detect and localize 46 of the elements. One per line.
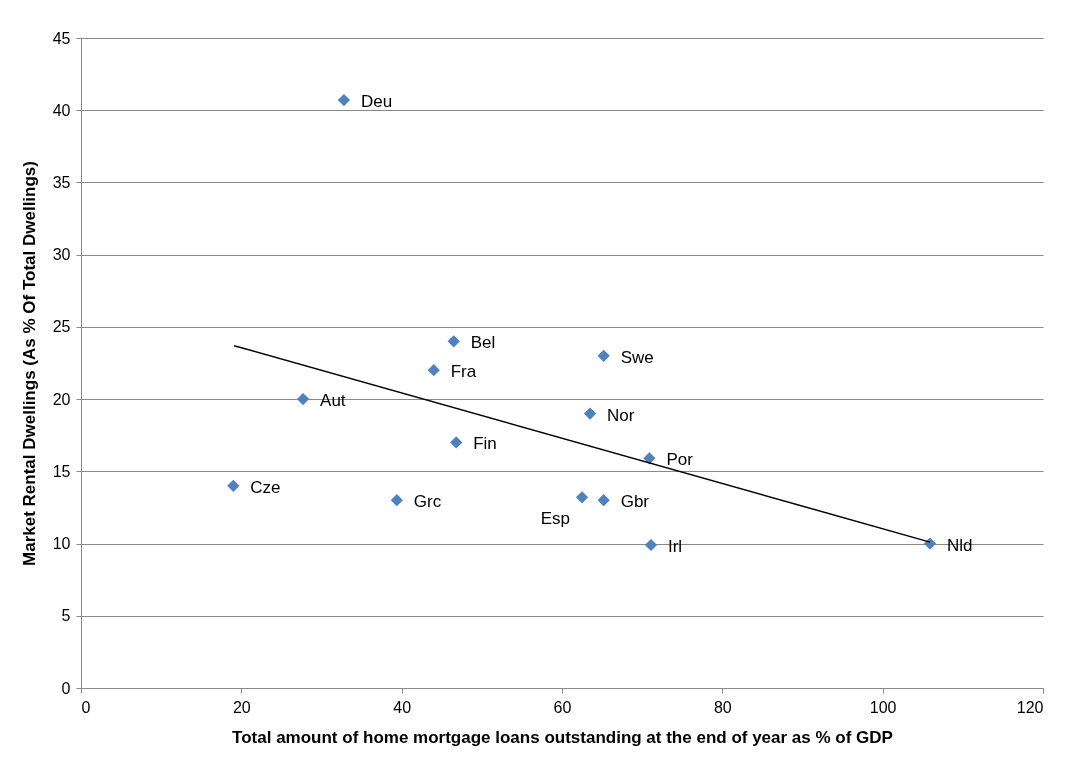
- annotation: Deu: [360, 92, 393, 112]
- y-tick-label: 40: [52, 101, 71, 119]
- x-tick-label: 120: [1016, 698, 1044, 716]
- point: [450, 436, 463, 449]
- point: [597, 494, 610, 507]
- x-tick-label: 60: [553, 698, 572, 716]
- x-tick-label: 80: [713, 698, 732, 716]
- annotation: Fra: [450, 362, 477, 382]
- annotation: Esp: [540, 509, 571, 529]
- annotation: Cze: [250, 477, 281, 497]
- point: [427, 364, 440, 377]
- x-tick-label: 100: [869, 698, 897, 716]
- x-tick-label: 40: [393, 698, 412, 716]
- y-tick-label: 5: [61, 607, 71, 625]
- y-tick-label: 10: [52, 535, 71, 553]
- point: [575, 491, 589, 504]
- annotation: Nor: [607, 405, 635, 425]
- annotation: Fin: [473, 434, 497, 454]
- point: [447, 335, 460, 348]
- point: [390, 494, 403, 507]
- y-tick-label: 20: [52, 390, 71, 408]
- y-tick-label: 45: [52, 29, 71, 47]
- y-tick-label: 0: [61, 679, 71, 697]
- y-tick-label: 35: [52, 173, 71, 191]
- y-tick-label: 25: [52, 318, 71, 336]
- annotation: Por: [666, 450, 694, 470]
- x-tick-label: 0: [81, 698, 91, 716]
- point: [597, 349, 610, 362]
- x-tick-label: 20: [232, 698, 251, 716]
- annotation: Irl: [667, 537, 683, 556]
- point: [227, 479, 240, 492]
- annotation: Nld: [946, 535, 973, 555]
- point: [583, 407, 597, 420]
- y-tick-label: 15: [52, 462, 71, 480]
- y-axis-title: Market Rental Dwellings (As % Of Total Dwellings): [19, 161, 39, 566]
- y-tick-label: 30: [52, 246, 71, 264]
- point: [643, 452, 656, 465]
- annotation: Swe: [620, 347, 654, 367]
- point: [644, 538, 658, 552]
- annotation: Grc: [413, 492, 442, 512]
- x-axis-title: Total amount of home mortgage loans outstanding at the end of year as % of GDP: [232, 727, 893, 747]
- point: [296, 392, 310, 406]
- annotation: Bel: [470, 333, 496, 353]
- annotation: Gbr: [620, 492, 650, 512]
- annotation: Aut: [320, 391, 346, 411]
- point: [337, 93, 351, 107]
